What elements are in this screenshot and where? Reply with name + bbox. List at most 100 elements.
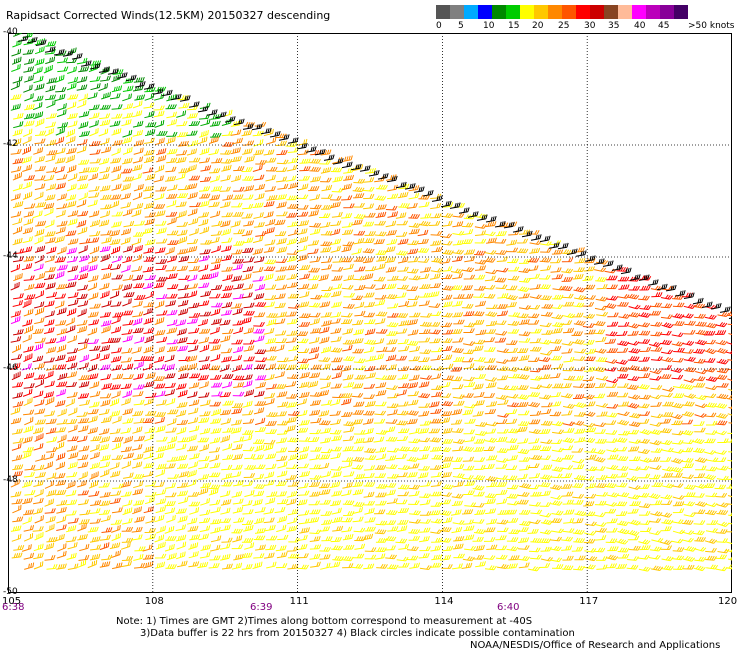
wind-barb: [56, 381, 68, 387]
wind-barb: [529, 294, 542, 300]
wind-barb: [552, 429, 564, 435]
wind-barb: [199, 176, 212, 183]
wind-barb: [539, 339, 552, 345]
wind-barb: [341, 245, 352, 253]
wind-barb: [616, 373, 629, 379]
wind-barb: [518, 509, 531, 515]
wind-barb: [574, 555, 586, 561]
wind-barb: [209, 120, 221, 127]
wind-barb: [287, 517, 298, 525]
wind-barb: [397, 338, 409, 345]
wind-barb: [518, 562, 530, 569]
wind-barb: [198, 381, 209, 389]
wind-barb: [352, 501, 365, 507]
wind-barb: [44, 231, 56, 237]
wind-barb: [231, 364, 243, 372]
wind-barb: [166, 319, 178, 327]
wind-barb: [528, 438, 540, 444]
wind-barb: [617, 492, 630, 498]
wind-barb: [384, 520, 397, 525]
wind-barb: [46, 436, 58, 443]
wind-barb: [275, 258, 288, 264]
wind-barb: [430, 267, 443, 273]
wind-barb: [263, 211, 274, 219]
wind-barb: [166, 119, 178, 127]
wind-barb-edge: [467, 211, 479, 218]
wind-barb: [154, 193, 165, 201]
wind-barb: [111, 316, 121, 325]
wind-barb: [132, 506, 142, 515]
wind-barb: [156, 310, 168, 316]
wind-barb: [551, 304, 563, 310]
wind-barb: [409, 510, 421, 516]
wind-barb: [550, 495, 563, 500]
wind-barb: [101, 300, 112, 308]
wind-barb: [21, 480, 33, 488]
wind-barb: [22, 164, 33, 172]
wind-barb: [530, 554, 542, 560]
wind-barb: [484, 347, 496, 352]
wind-barb: [453, 294, 465, 299]
wind-barb: [617, 383, 629, 388]
wind-barb: [155, 425, 166, 433]
wind-barb: [132, 311, 144, 318]
wind-barb: [154, 534, 165, 543]
wind-barb: [495, 284, 508, 290]
wind-barb: [639, 545, 651, 551]
wind-barb: [374, 553, 386, 560]
wind-barb: [286, 318, 298, 325]
wind-barb: [560, 382, 572, 389]
wind-barb: [484, 527, 496, 533]
wind-barb: [671, 519, 684, 524]
wind-barb: [310, 561, 321, 568]
wind-barb: [188, 551, 199, 559]
wind-barb: [177, 345, 189, 352]
wind-barb: [715, 420, 728, 426]
wind-barb: [365, 372, 376, 379]
wind-barb: [56, 220, 68, 227]
wind-barb: [431, 454, 444, 460]
wind-barb: [419, 527, 431, 533]
wind-barb: [331, 211, 343, 218]
wind-barb: [34, 46, 45, 55]
wind-barb: [210, 506, 221, 514]
wind-barb: [616, 465, 629, 471]
wind-barb: [395, 212, 407, 219]
wind-barb: [232, 194, 244, 200]
wind-barb: [88, 210, 100, 218]
wind-barb: [186, 479, 197, 488]
wind-barb: [66, 499, 78, 506]
wind-barb: [341, 556, 354, 562]
wind-barb: [288, 411, 300, 416]
wind-barb: [209, 447, 221, 453]
wind-barb: [143, 102, 155, 109]
wind-barb: [187, 258, 200, 264]
wind-barb: [286, 282, 298, 289]
wind-barb: [77, 338, 89, 345]
wind-barb: [11, 443, 22, 451]
wind-barb: [660, 339, 672, 346]
latitude-label: -44: [3, 251, 18, 261]
wind-barb: [363, 203, 375, 210]
wind-barb: [375, 328, 388, 334]
wind-barb: [527, 257, 540, 263]
wind-barb: [563, 518, 575, 524]
wind-barb: [343, 355, 355, 362]
wind-barb: [683, 512, 696, 518]
wind-barb: [244, 453, 256, 460]
wind-barb: [99, 311, 111, 318]
wind-barb: [615, 359, 628, 365]
wind-barb: [44, 554, 56, 561]
wind-barb: [474, 544, 485, 552]
wind-barb-edge: [224, 116, 236, 123]
wind-barb: [56, 563, 67, 570]
wind-barb: [175, 409, 187, 417]
wind-barb: [211, 220, 223, 227]
wind-barb: [342, 155, 353, 162]
wind-barb: [230, 471, 242, 478]
wind-barb: [672, 393, 685, 398]
wind-barb: [441, 438, 454, 444]
wind-barb: [484, 377, 497, 382]
wind-barb: [508, 529, 521, 535]
wind-barb: [12, 157, 24, 165]
